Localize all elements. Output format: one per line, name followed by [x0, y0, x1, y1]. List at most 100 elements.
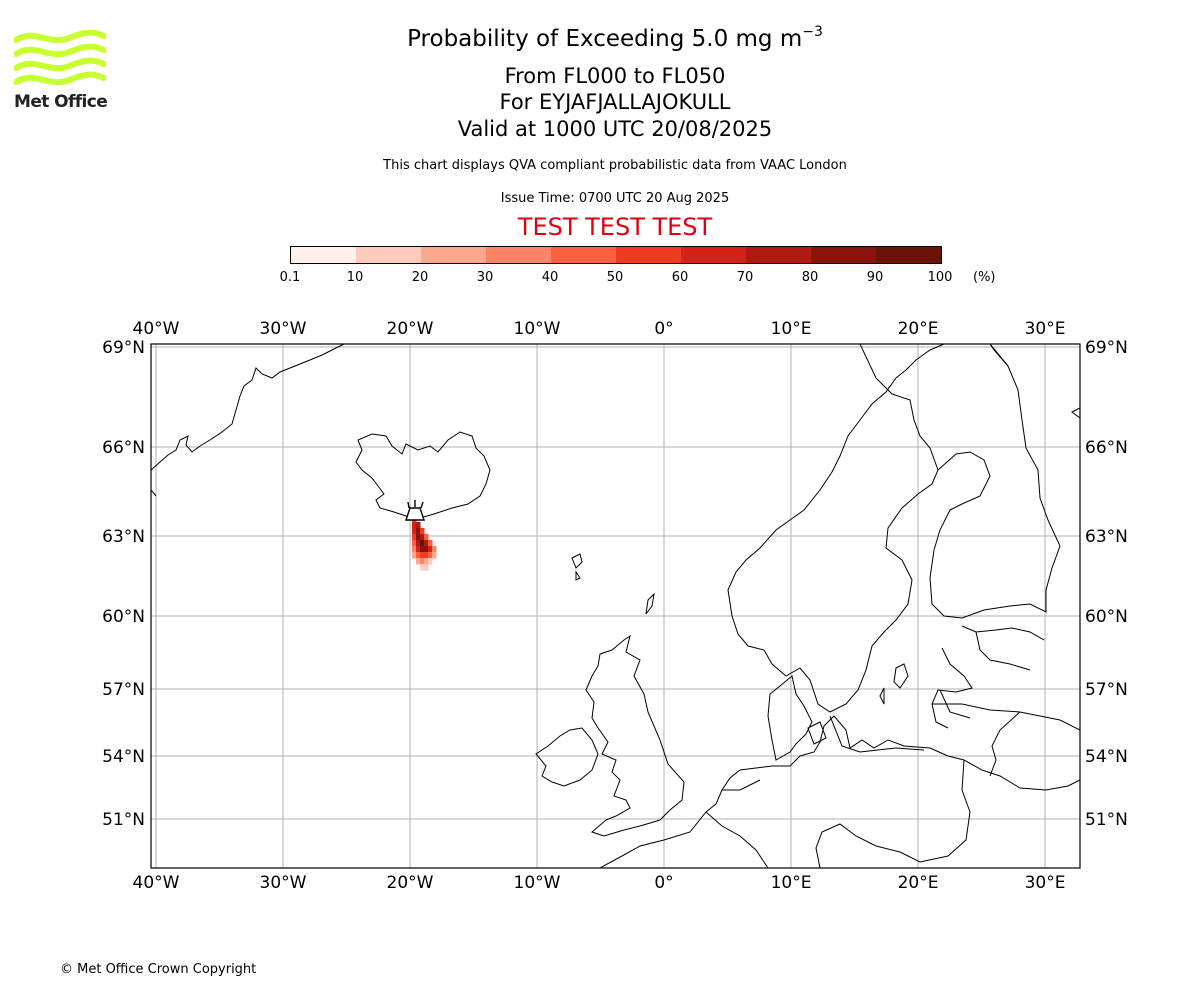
ash-cell [416, 528, 421, 535]
coast-oland [879, 687, 885, 705]
data-disclaimer: This chart displays QVA compliant probab… [383, 158, 847, 173]
colorbar-segment [811, 247, 876, 263]
longitude-label-top: 10°E [771, 319, 812, 339]
coast-finland [929, 344, 1061, 619]
issue-time: Issue Time: 0700 UTC 20 Aug 2025 [500, 191, 730, 206]
coast-greenland [151, 344, 345, 497]
latitude-label-left: 69°N [102, 338, 145, 358]
colorbar-tick-label: 30 [476, 270, 494, 285]
ash-cell [424, 564, 429, 571]
latitude-label-left: 66°N [102, 438, 145, 458]
colorbar-tick-label: 0.1 [279, 270, 301, 285]
latitude-label-right: 54°N [1085, 747, 1128, 767]
ash-cell [420, 564, 425, 571]
longitude-label-bottom: 30°W [260, 873, 307, 893]
ash-cell [412, 528, 417, 535]
coast-baltic-states [931, 625, 1045, 729]
latitude-label-right: 63°N [1085, 527, 1128, 547]
colorbar-segment [421, 247, 486, 263]
longitude-label-top: 0° [654, 319, 673, 339]
coast-iceland [355, 431, 491, 519]
ash-cell [424, 534, 429, 541]
colorbar-segment [616, 247, 681, 263]
latitude-label-left: 54°N [102, 747, 145, 767]
coast-sweden [763, 451, 991, 713]
latitude-label-right: 60°N [1085, 607, 1128, 627]
volcano-name: For EYJAFJALLAJOKULL [499, 90, 731, 114]
met-office-logo: Met Office [13, 29, 114, 114]
longitude-label-bottom: 40°W [133, 873, 180, 893]
coast-scandinavia [727, 344, 1080, 651]
ash-cell [424, 546, 429, 553]
longitude-label-top: 40°W [133, 319, 180, 339]
graticule [151, 344, 1080, 868]
ash-cell [424, 558, 429, 565]
latitude-label-left: 57°N [102, 680, 145, 700]
ash-cell [424, 552, 429, 559]
ash-cell [432, 552, 437, 559]
colorbar-tick-label: 40 [541, 270, 559, 285]
ash-cell [428, 558, 433, 565]
longitude-label-top: 10°W [514, 319, 561, 339]
latitude-label-right: 57°N [1085, 680, 1128, 700]
colorbar-segment [876, 247, 941, 263]
ash-cell [420, 558, 425, 565]
test-banner: TEST TEST TEST [517, 213, 713, 241]
copyright-notice: © Met Office Crown Copyright [60, 962, 257, 977]
ash-cell [420, 528, 425, 535]
probability-colorbar [290, 246, 942, 264]
latitude-label-right: 66°N [1085, 438, 1128, 458]
colorbar-tick-label: 80 [801, 270, 819, 285]
ash-cell [420, 546, 425, 553]
colorbar-segment [486, 247, 551, 263]
colorbar-unit: (%) [973, 270, 996, 285]
longitude-label-bottom: 0° [654, 873, 673, 893]
volcano-icon [405, 500, 425, 521]
colorbar-segment [356, 247, 421, 263]
ash-cell [416, 540, 421, 547]
met-office-waves-logo [13, 29, 107, 86]
ash-cell [412, 534, 417, 541]
coast-shetland [645, 592, 655, 615]
colorbar-tick-label: 70 [736, 270, 754, 285]
longitude-label-bottom: 20°W [387, 873, 434, 893]
coast-gotland [893, 663, 909, 689]
map-frame [150, 343, 1081, 869]
latitude-label-right: 69°N [1085, 338, 1128, 358]
ash-cell [420, 540, 425, 547]
ash-cell [424, 540, 429, 547]
ash-cell [416, 522, 421, 529]
flight-level-range: From FL000 to FL050 [504, 64, 726, 88]
latitude-label-left: 60°N [102, 607, 145, 627]
longitude-label-bottom: 10°W [514, 873, 561, 893]
valid-time: Valid at 1000 UTC 20/08/2025 [457, 117, 773, 141]
coast-denmark [767, 675, 827, 761]
ash-cell [416, 534, 421, 541]
ash-cell [412, 522, 417, 529]
ash-cell [412, 540, 417, 547]
coast-great-britain [585, 634, 685, 837]
logo-text: Met Office [14, 92, 108, 112]
ash-cell [420, 534, 425, 541]
title-superscript: −3 [802, 24, 823, 40]
country-borders [705, 344, 1080, 868]
ash-cell [412, 546, 417, 553]
title-main: Probability of Exceeding 5.0 mg m [407, 26, 803, 52]
colorbar-tick-label: 90 [866, 270, 884, 285]
ash-cell [416, 558, 421, 565]
ash-cell [412, 552, 417, 559]
ash-probability-field [412, 516, 437, 571]
longitude-label-top: 30°E [1025, 319, 1066, 339]
map: 40°W 40°W 30°W 30°W 20°W 20°W 10°W 10°W 0° 0° 10°E… [102, 319, 1128, 893]
longitude-label-top: 20°W [387, 319, 434, 339]
coastlines [151, 344, 1080, 868]
latitude-label-left: 51°N [102, 810, 145, 830]
latitude-label-right: 51°N [1085, 810, 1128, 830]
colorbar-segment [746, 247, 811, 263]
colorbar-segment [681, 247, 746, 263]
longitude-label-bottom: 10°E [771, 873, 812, 893]
longitude-label-bottom: 30°E [1025, 873, 1066, 893]
colorbar-tick-label: 100 [927, 270, 953, 285]
colorbar-tick-label: 60 [671, 270, 689, 285]
colorbar-tick-label: 10 [346, 270, 364, 285]
